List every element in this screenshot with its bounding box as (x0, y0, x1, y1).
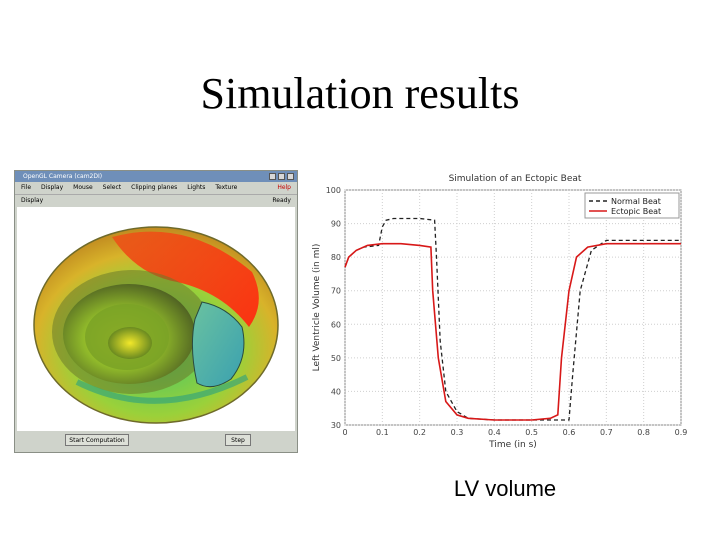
y-tick-label: 30 (331, 421, 341, 430)
maximize-icon[interactable] (278, 173, 285, 180)
x-tick-label: 0.6 (563, 428, 576, 437)
start-computation-button[interactable]: Start Computation (65, 434, 129, 446)
3d-viewport[interactable] (17, 207, 295, 431)
y-tick-label: 60 (331, 320, 341, 329)
menu-item-clipping-planes[interactable]: Clipping planes (131, 184, 178, 191)
step-button[interactable]: Step (225, 434, 251, 446)
x-tick-label: 0.1 (376, 428, 389, 437)
status-value: Ready (272, 197, 291, 204)
bottom-toolbar: Start Computation Step (17, 431, 295, 449)
chart-y-axis-label: Left Ventricle Volume (in ml) (312, 244, 322, 372)
x-tick-label: 0.4 (488, 428, 501, 437)
x-tick-label: 0.9 (675, 428, 688, 437)
menu-item-help[interactable]: Help (277, 184, 291, 191)
slide-title: Simulation results (200, 69, 520, 118)
menu-bar: File Display Mouse Select Clipping plane… (15, 182, 297, 195)
close-icon[interactable] (287, 173, 294, 180)
y-tick-label: 40 (331, 387, 341, 396)
legend-box (584, 192, 680, 219)
status-row: Display Ready (15, 195, 297, 206)
y-tick-label: 50 (331, 354, 341, 363)
x-tick-label: 0.7 (600, 428, 613, 437)
x-tick-label: 0 (342, 428, 347, 437)
window-title: OpenGL Camera (cam2DI) (23, 173, 103, 180)
menu-item-display[interactable]: Display (41, 184, 64, 191)
x-tick-label: 0.3 (451, 428, 464, 437)
legend-label: Ectopic Beat (611, 207, 661, 216)
chart-title: Simulation of an Ectopic Beat (449, 174, 582, 184)
x-tick-label: 0.5 (525, 428, 538, 437)
status-label: Display (21, 197, 44, 204)
chart-x-axis-label: Time (in s) (488, 440, 537, 450)
opengl-app-window: OpenGL Camera (cam2DI) File Display Mous… (14, 170, 298, 453)
series-line-ectopic-beat (344, 242, 681, 421)
y-tick-label: 90 (331, 220, 341, 229)
x-tick-label: 0.8 (637, 428, 650, 437)
legend-label: Normal Beat (611, 197, 661, 206)
menu-item-texture[interactable]: Texture (215, 184, 238, 191)
slide-caption: LV volume (453, 476, 557, 501)
lv-volume-chart: Simulation of an Ectopic Beat Left Ventr… (312, 174, 688, 450)
window-title-bar[interactable]: OpenGL Camera (cam2DI) (15, 171, 297, 182)
menu-item-lights[interactable]: Lights (187, 184, 206, 191)
plot-area (344, 189, 682, 426)
minimize-icon[interactable] (269, 173, 276, 180)
y-tick-label: 100 (326, 186, 341, 195)
heart-model-render (33, 226, 279, 424)
x-tick-label: 0.2 (413, 428, 426, 437)
menu-item-file[interactable]: File (21, 184, 32, 191)
menu-item-mouse[interactable]: Mouse (73, 184, 93, 191)
y-tick-label: 80 (331, 253, 341, 262)
y-tick-label: 70 (331, 287, 341, 296)
menu-item-select[interactable]: Select (102, 184, 122, 191)
